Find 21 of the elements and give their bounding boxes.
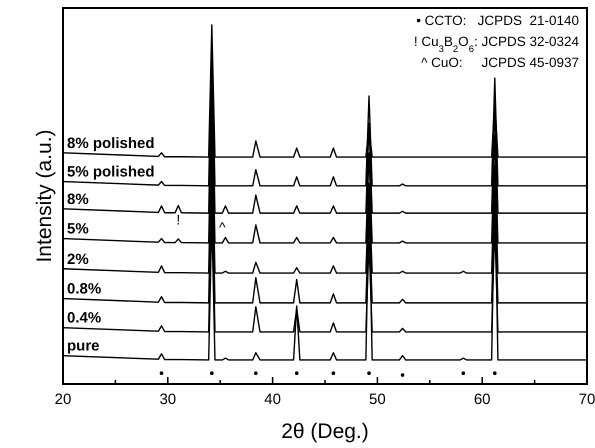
series-label: 5% — [67, 220, 89, 238]
annotation: ^ — [219, 219, 226, 236]
x-tick-label: 20 — [54, 391, 72, 408]
series-label: 0.4% — [67, 310, 102, 327]
series-label: pure — [67, 338, 100, 355]
series-label: 0.8% — [67, 280, 102, 298]
series-label: 2% — [67, 250, 89, 268]
annotation: ! — [176, 212, 180, 228]
annotation: ^ CuO: JCPDS 45-0937 — [421, 55, 579, 70]
annotation: • CCTO: JCPDS 21-0140 — [416, 13, 579, 28]
x-axis-title: 2θ (Deg.) — [281, 420, 369, 443]
x-tick-label: 50 — [369, 391, 386, 408]
annotation: ! Cu$_{3}$B$_{2}$O$_{6}$: JCPDS 32-0324 — [414, 34, 580, 54]
series-label: 8% polished — [67, 134, 155, 152]
x-tick-label: 30 — [159, 391, 176, 408]
y-axis-title: Intensity (a.u.) — [33, 129, 56, 263]
x-tick-label: 60 — [474, 391, 491, 408]
series-label: 5% polished — [67, 164, 155, 181]
x-tick-label: 70 — [578, 391, 595, 408]
x-tick-label: 40 — [264, 391, 281, 408]
series-label: 8% — [67, 190, 89, 208]
